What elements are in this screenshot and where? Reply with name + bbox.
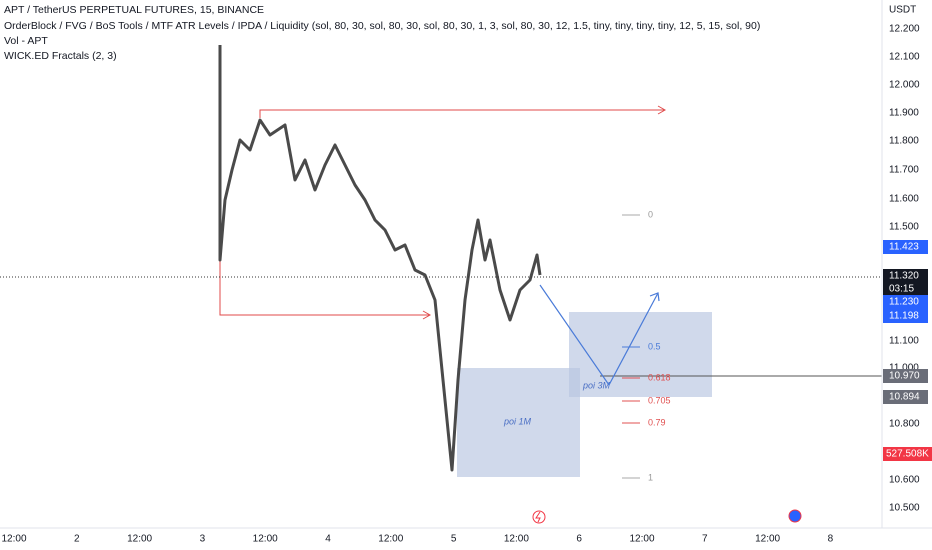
- time-axis-label: 7: [702, 534, 708, 545]
- event-icon[interactable]: [532, 510, 546, 524]
- price-badge: [883, 369, 928, 383]
- time-axis-label: 12:00: [1, 534, 26, 545]
- time-axis-label: 3: [200, 534, 206, 545]
- price-trace: [218, 45, 542, 472]
- axis-unit: USDT: [889, 5, 916, 16]
- price-axis-label: 11.900: [889, 108, 919, 119]
- fib-label: 0: [648, 209, 653, 219]
- price-axis-label: 11.600: [889, 194, 919, 205]
- price-axis-label: 11.000: [889, 363, 919, 374]
- fib-label: 0.5: [648, 341, 661, 351]
- price-badge-label: 10.970: [889, 371, 920, 382]
- header-line: WICK.ED Fractals (2, 3): [4, 50, 117, 62]
- price-axis-label: 10.600: [889, 475, 920, 486]
- price-axis-label: 12.200: [889, 24, 920, 35]
- header-line: Vol - APT: [4, 35, 48, 47]
- price-badge: [883, 240, 928, 254]
- time-axis-label: 2: [74, 534, 80, 545]
- time-axis-label: 12:00: [629, 534, 654, 545]
- price-axis-label: 12.100: [889, 52, 920, 63]
- price-axis-label: 11.700: [889, 165, 919, 176]
- price-badge-label: 10.894: [889, 392, 920, 403]
- zone-box: [457, 368, 580, 477]
- time-axis-label: 12:00: [755, 534, 780, 545]
- price-axis-label: 10.800: [889, 419, 920, 430]
- header-line: OrderBlock / FVG / BoS Tools / MTF ATR L…: [4, 20, 760, 32]
- price-badge-label: 11.230: [889, 297, 919, 308]
- time-axis-label: 8: [828, 534, 834, 545]
- price-badge: [883, 269, 928, 295]
- time-axis-label: 12:00: [504, 534, 529, 545]
- time-axis-label: 6: [576, 534, 582, 545]
- price-axis-label: 10.500: [889, 503, 920, 514]
- price-axis-label: 11.500: [889, 222, 919, 233]
- price-badge: [883, 447, 932, 461]
- projection-path: [539, 284, 660, 387]
- zone-label: poi 3M: [582, 380, 611, 390]
- price-axis-label: 11.800: [889, 136, 919, 147]
- price-badge: [883, 390, 928, 404]
- price-badge-label: 11.320: [889, 271, 919, 282]
- fib-label: 0.618: [648, 372, 671, 382]
- time-axis-label: 12:00: [127, 534, 152, 545]
- countdown: 03:15: [889, 284, 914, 295]
- price-axis-label: 12.000: [889, 80, 920, 91]
- time-axis-label: 5: [451, 534, 457, 545]
- price-badge-label: 11.423: [889, 242, 919, 253]
- fib-label: 1: [648, 472, 653, 482]
- time-axis-label: 12:00: [253, 534, 278, 545]
- event-icon-glyph: [535, 511, 541, 523]
- event-icon[interactable]: [788, 509, 802, 523]
- price-badge: [883, 309, 928, 323]
- liquidity-lines: [219, 45, 667, 320]
- time-axis-label: 12:00: [378, 534, 403, 545]
- time-axis-label: 4: [325, 534, 331, 545]
- fib-label: 0.79: [648, 417, 666, 427]
- price-badge-label: 11.198: [889, 311, 919, 322]
- zone-label: poi 1M: [503, 416, 532, 426]
- price-axis-label: 11.100: [889, 336, 919, 347]
- fib-label: 0.705: [648, 395, 671, 405]
- price-badge: [883, 295, 928, 309]
- header-line: APT / TetherUS PERPETUAL FUTURES, 15, BI…: [4, 4, 264, 16]
- price-badge-label: 527.508K: [886, 449, 929, 460]
